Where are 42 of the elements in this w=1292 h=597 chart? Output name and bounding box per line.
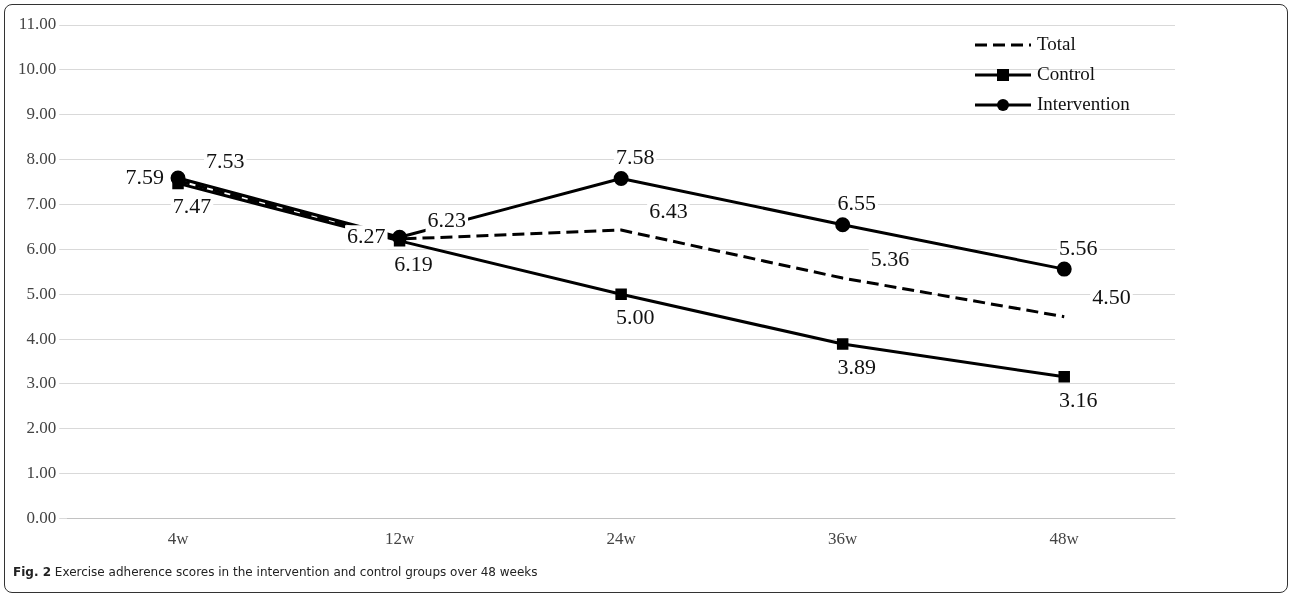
data-label: 6.43 — [649, 197, 688, 223]
y-tick-label: 8.00 — [26, 149, 57, 169]
y-tick-label: 2.00 — [26, 418, 57, 438]
legend-label: Total — [1037, 32, 1076, 54]
y-tick-label: 3.00 — [26, 373, 57, 393]
data-label: 6.19 — [394, 250, 433, 276]
y-tick-label: 6.00 — [26, 238, 57, 258]
x-tick-label: 36w — [828, 529, 859, 549]
x-tick-label: 12w — [384, 529, 415, 549]
point — [613, 170, 629, 186]
data-label: 3.89 — [837, 353, 876, 379]
x-tick-label: 4w — [167, 529, 190, 549]
y-tick-label: 0.00 — [26, 508, 57, 528]
y-tick-label: 10.00 — [18, 59, 57, 79]
x-tick-label: 48w — [1049, 529, 1080, 549]
data-label: 7.58 — [615, 144, 655, 170]
data-label: 5.56 — [1058, 234, 1098, 260]
point — [1056, 261, 1072, 277]
data-label: 5.00 — [615, 304, 655, 330]
data-label: 6.27 — [347, 223, 386, 249]
y-tick-label: 9.00 — [26, 104, 57, 124]
point — [1058, 371, 1070, 383]
point — [835, 217, 851, 233]
data-label: 7.59 — [125, 163, 165, 189]
y-tick-label: 4.00 — [26, 328, 57, 348]
data-label: 3.16 — [1058, 386, 1098, 412]
data-label: 6.55 — [837, 190, 876, 216]
data-label: 7.47 — [172, 193, 212, 219]
caption: Fig. 2 Exercise adherence scores in the intervention and control groups over 48 weeks — [13, 565, 538, 579]
x-tick-label: 24w — [606, 529, 637, 549]
data-label: 5.36 — [870, 245, 910, 271]
legend-label: Control — [1037, 62, 1096, 84]
point — [615, 288, 627, 300]
y-tick-label: 1.00 — [26, 463, 57, 483]
legend-label: Intervention — [1037, 92, 1131, 114]
point — [836, 338, 849, 350]
y-tick-label: 7.00 — [26, 193, 57, 213]
data-label: 7.53 — [206, 148, 245, 174]
data-label: 6.23 — [427, 206, 467, 232]
data-label: 4.50 — [1092, 284, 1131, 310]
y-tick-label: 5.00 — [26, 283, 57, 303]
y-tick-label: 11.00 — [18, 14, 57, 34]
